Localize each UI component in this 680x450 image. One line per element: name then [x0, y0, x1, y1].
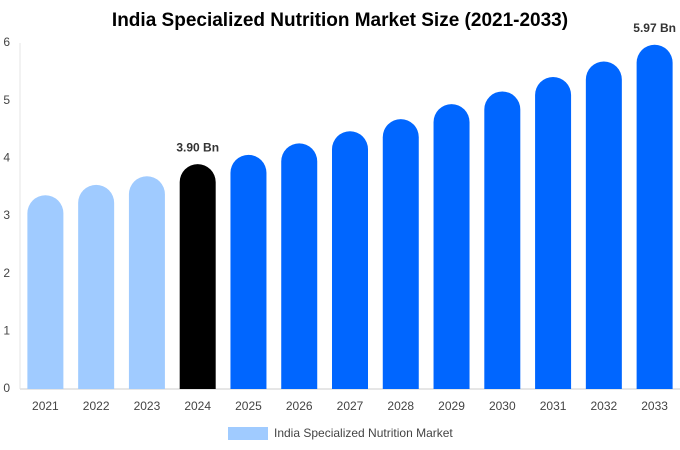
y-tick-label: 1 — [3, 324, 10, 338]
bar — [281, 143, 318, 389]
bar — [230, 154, 267, 389]
legend-label: India Specialized Nutrition Market — [274, 426, 453, 440]
bar — [27, 195, 64, 389]
chart-title: India Specialized Nutrition Market Size … — [112, 10, 568, 31]
x-tick-label: 2026 — [286, 399, 313, 413]
x-tick-label: 2029 — [438, 399, 465, 413]
x-tick-label: 2030 — [489, 399, 516, 413]
x-tick-label: 2031 — [540, 399, 567, 413]
x-tick-label: 2021 — [32, 399, 59, 413]
y-tick-label: 4 — [3, 151, 10, 165]
x-tick-label: 2033 — [641, 399, 668, 413]
bar — [484, 91, 521, 390]
bar — [636, 44, 673, 389]
bar — [179, 164, 216, 389]
x-tick-label: 2023 — [134, 399, 161, 413]
bar — [332, 131, 368, 390]
bar — [128, 176, 165, 389]
x-tick-label: 2032 — [590, 399, 617, 413]
bar — [585, 61, 622, 389]
bar — [535, 77, 572, 389]
y-tick-label: 2 — [3, 266, 10, 280]
y-tick-label: 0 — [3, 381, 10, 395]
y-tick-label: 3 — [3, 208, 10, 222]
y-tick-label: 5 — [3, 93, 10, 107]
y-tick-label: 6 — [3, 35, 10, 49]
bar — [382, 119, 419, 389]
legend-swatch — [228, 427, 268, 440]
x-tick-label: 2027 — [337, 399, 364, 413]
x-tick-label: 2028 — [387, 399, 414, 413]
value-label: 5.97 Bn — [633, 21, 676, 35]
bar — [78, 184, 115, 389]
x-tick-label: 2022 — [83, 399, 110, 413]
value-label: 3.90 Bn — [176, 140, 219, 154]
x-tick-label: 2024 — [184, 399, 211, 413]
bar — [433, 104, 470, 390]
x-tick-label: 2025 — [235, 399, 262, 413]
